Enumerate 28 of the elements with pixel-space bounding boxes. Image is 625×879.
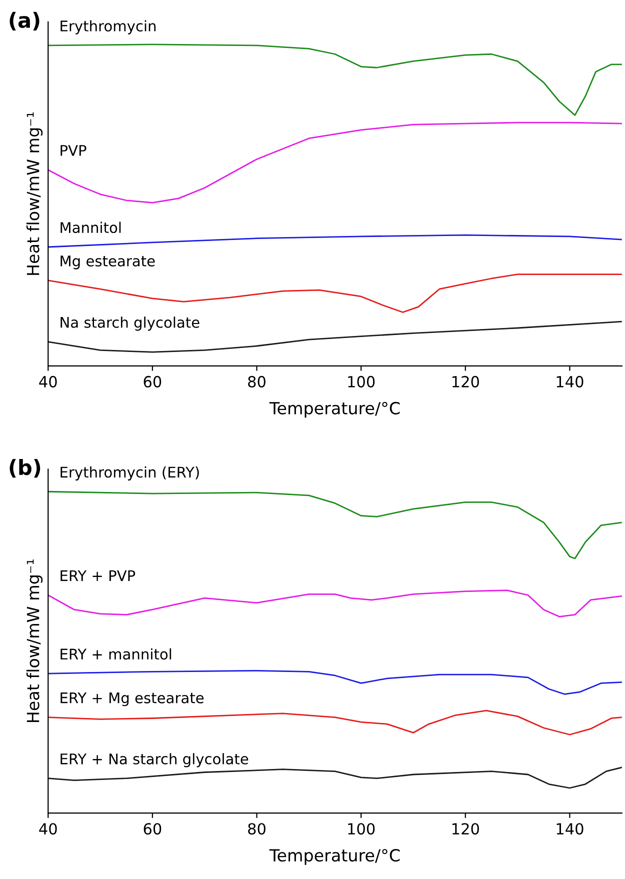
x-tick-label: 120 bbox=[452, 376, 479, 388]
series-label: ERY + PVP bbox=[60, 570, 136, 581]
x-tick-label: 120 bbox=[452, 823, 479, 835]
series-label: PVP bbox=[60, 145, 86, 156]
x-tick-label: 100 bbox=[348, 376, 375, 388]
x-tick-label: 40 bbox=[39, 823, 57, 835]
series-label: Na starch glycolate bbox=[60, 316, 200, 331]
x-tick-label: 80 bbox=[248, 823, 266, 835]
series-label: ERY + mannitol bbox=[60, 648, 172, 660]
x-tick-label: 40 bbox=[39, 376, 57, 388]
series-label: ERY + Na starch glycolate bbox=[60, 753, 248, 768]
x-tick-label: 60 bbox=[144, 823, 162, 835]
x-axis-title: Temperature/°C bbox=[269, 848, 400, 865]
series-label: Erythromycin bbox=[60, 20, 156, 34]
x-tick-label: 140 bbox=[556, 376, 584, 388]
series-label: Mannitol bbox=[60, 222, 121, 234]
x-tick-label: 60 bbox=[144, 376, 162, 388]
series-label: Mg estearate bbox=[60, 256, 155, 270]
series-label: Erythromycin (ERY) bbox=[60, 466, 199, 481]
x-axis-title: Temperature/°C bbox=[269, 402, 400, 418]
x-tick-label: 100 bbox=[348, 823, 375, 835]
y-axis-title: Heat flow/mW mg⁻¹ bbox=[26, 112, 43, 275]
series-label: ERY + Mg estearate bbox=[60, 692, 204, 706]
text: (a) bbox=[10, 12, 40, 30]
x-tick-label: 140 bbox=[556, 823, 584, 835]
text: (b) bbox=[10, 459, 40, 478]
x-tick-label: 80 bbox=[248, 376, 266, 388]
y-axis-title: Heat flow/mW mg⁻¹ bbox=[26, 559, 43, 722]
